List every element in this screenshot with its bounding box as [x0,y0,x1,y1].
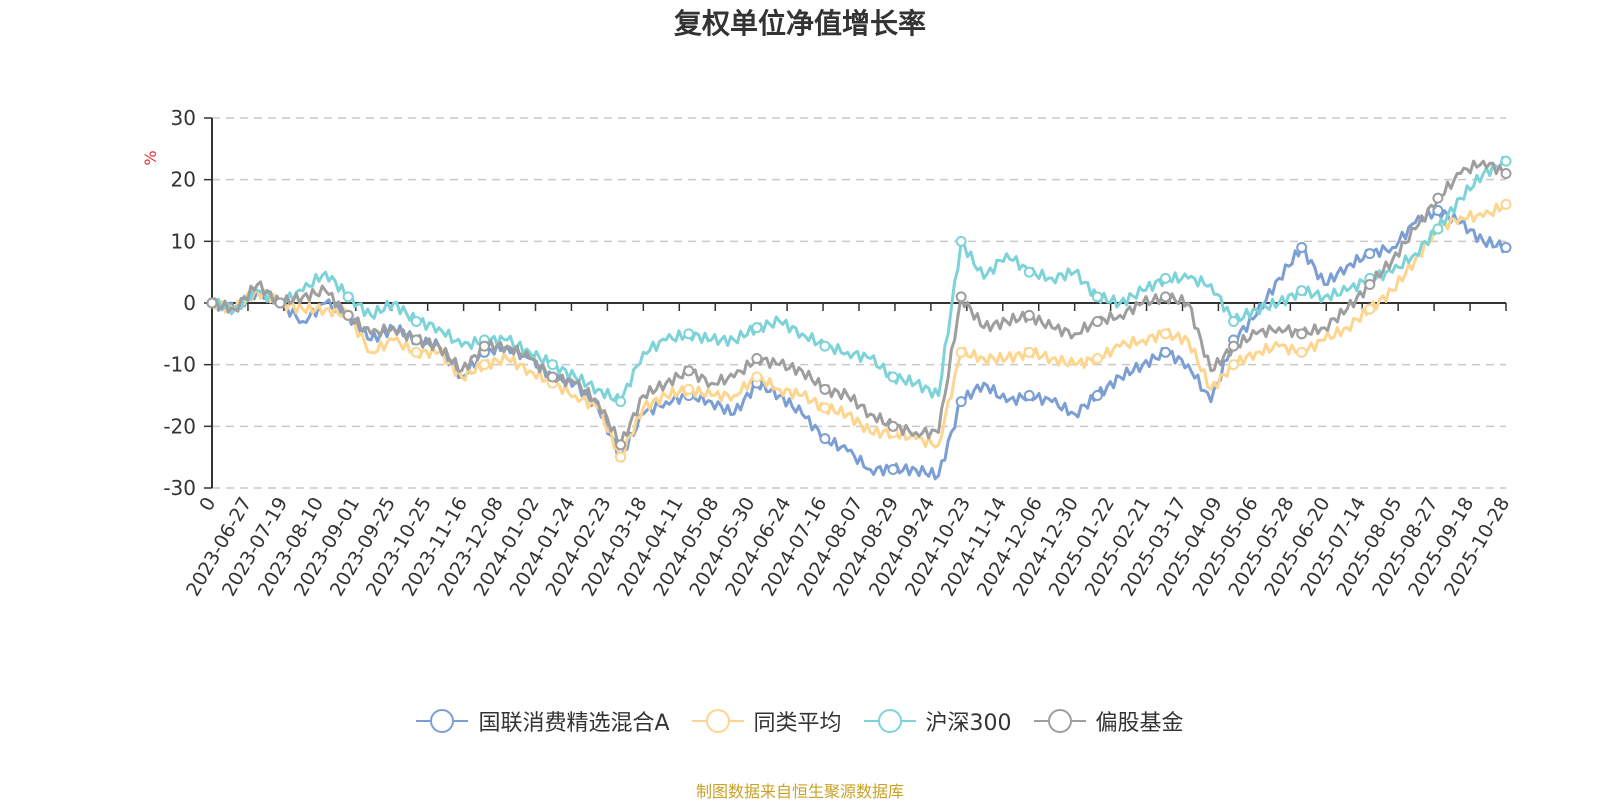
series-line [210,159,1507,447]
data-point-marker [1500,155,1512,167]
data-point-marker [1364,303,1376,315]
data-point-marker [819,383,831,395]
data-point-marker [887,464,899,475]
data-point-marker [1296,328,1308,340]
y-tick-label: -20 [163,414,196,438]
data-point-marker [1091,316,1103,327]
y-tick-label: -10 [163,353,196,377]
data-point-marker [1364,248,1376,260]
chart-title: 复权单位净值增长率 [673,7,926,40]
data-point-marker [1023,266,1035,278]
data-point-marker [1228,359,1240,371]
data-point-marker [683,328,695,340]
data-point-marker [547,359,559,371]
y-tick-label: -30 [163,476,196,500]
legend-item-equity-funds[interactable]: 偏股基金 [1033,705,1184,737]
data-point-marker [955,396,967,408]
y-tick-label: 30 [171,106,196,130]
y-tick-label: 0 [183,291,196,315]
x-tick-label: 0 [195,494,220,515]
y-tick-label: 10 [171,229,196,253]
data-point-marker [547,371,559,383]
data-point-marker [342,291,354,303]
data-point-marker [1091,353,1103,364]
data-point-marker [615,439,627,451]
data-point-marker [1159,272,1171,284]
data-point-marker [751,371,763,383]
y-tick-label: 20 [171,168,196,192]
data-point-marker [955,346,967,358]
data-point-marker [1159,291,1171,303]
data-point-marker [1500,242,1512,253]
data-point-marker [274,297,286,309]
data-point-marker [1091,291,1103,303]
data-point-marker [751,353,763,364]
data-point-marker [819,433,831,445]
data-point-marker [1023,346,1035,358]
data-point-marker [1296,242,1308,253]
legend-line-circle-icon [416,709,469,733]
data-point-marker [1228,340,1240,352]
data-point-marker [819,340,831,352]
data-point-marker [1432,192,1444,204]
legend-label: 沪深300 [925,711,1012,736]
series-line [210,155,1508,404]
data-point-marker [1228,316,1240,327]
series-line [210,202,1508,459]
data-point-marker [615,396,627,408]
data-point-marker [410,316,422,327]
legend-label: 国联消费精选混合A [478,711,670,736]
data-point-marker [1159,346,1171,358]
grid-layer [212,117,1506,489]
y-axis-unit: % [141,150,160,165]
series-layer [206,155,1512,481]
data-point-marker [1296,285,1308,297]
data-point-marker [410,346,422,358]
data-point-marker [1023,390,1035,401]
data-point-marker [1500,198,1512,210]
data-point-marker [887,371,899,383]
legend: 国联消费精选混合A 同类平均 沪深300 偏股基金 [0,705,1600,737]
legend-line-circle-icon [1033,709,1086,733]
data-point-marker [410,334,422,346]
data-point-marker [955,235,967,247]
data-point-marker [819,402,831,414]
data-point-marker [478,340,490,352]
data-point-marker [1023,309,1035,321]
data-point-marker [1296,346,1308,358]
data-point-marker [683,383,695,395]
axis-layer [204,117,1507,489]
legend-label: 同类平均 [753,711,842,736]
data-point-marker [1159,328,1171,340]
data-point-marker [751,322,763,334]
legend-label: 偏股基金 [1095,711,1184,736]
data-point-marker [955,291,967,303]
data-point-marker [1432,223,1444,235]
data-point-marker [887,420,899,432]
data-point-marker [615,451,627,463]
legend-line-circle-icon [691,709,744,733]
legend-line-circle-icon [863,709,916,733]
data-source-note: 制图数据来自恒生聚源数据库 [695,782,904,801]
data-point-marker [1500,168,1512,179]
data-point-marker [478,359,490,371]
data-point-marker [342,309,354,321]
data-point-marker [1091,390,1103,401]
legend-item-fund[interactable]: 国联消费精选混合A [416,705,670,737]
data-point-marker [1364,279,1376,290]
legend-item-csi300[interactable]: 沪深300 [863,705,1012,737]
data-point-marker [206,297,218,309]
legend-item-peer-average[interactable]: 同类平均 [691,705,842,737]
data-point-marker [683,365,695,377]
